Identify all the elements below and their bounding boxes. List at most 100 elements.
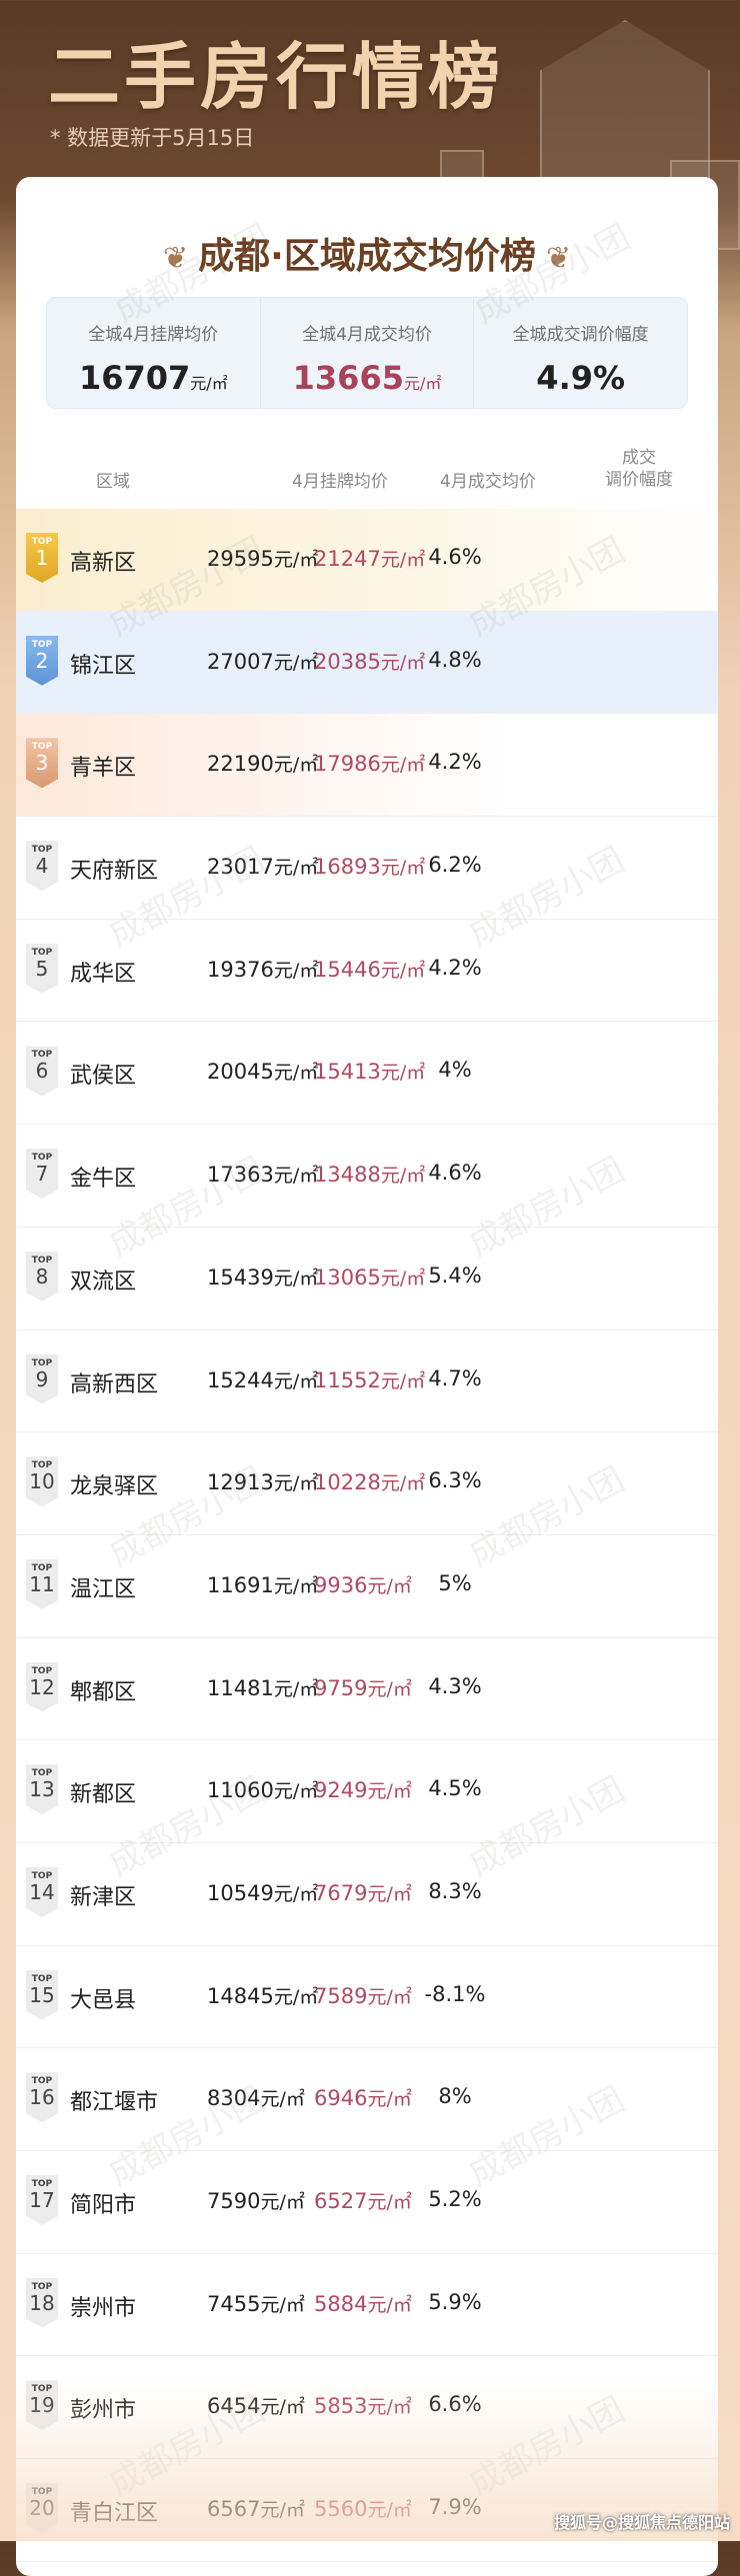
listing-price: 19376元/㎡ [207, 957, 319, 982]
area-name: 崇州市 [70, 2295, 137, 2321]
source-credit: 搜狐号@搜狐焦点德阳站 [553, 2513, 730, 2532]
deal-price: 17986元/㎡ [314, 752, 426, 777]
table-row: TOP 13 新都区 11060元/㎡ 9249元/㎡ 4.5% [16, 1740, 718, 1843]
area-name: 新津区 [70, 1884, 137, 1910]
area-name: 龙泉驿区 [70, 1474, 159, 1500]
listing-price: 15439元/㎡ [207, 1265, 319, 1289]
laurel-right-icon: ❦ [545, 241, 571, 276]
table-row: TOP 6 武侯区 20045元/㎡ 15413元/㎡ 4% [16, 1022, 718, 1126]
deal-price: 5560元/㎡ [314, 2497, 412, 2522]
table-row: TOP 2 锦江区 27007元/㎡ 20385元/㎡ 4.8% [16, 611, 718, 715]
table-row: TOP 19 彭州市 6454元/㎡ 5853元/㎡ 6.6% [16, 2356, 718, 2460]
update-note: * 数据更新于5月15日 [50, 126, 255, 150]
price-change: -8.1% [424, 1981, 486, 2006]
listing-price: 15244元/㎡ [207, 1367, 319, 1392]
table-row: TOP 10 龙泉驿区 12913元/㎡ 10228元/㎡ 6.3% [16, 1432, 718, 1535]
summary-deal: 全城4月成交均价 13665元/㎡ [261, 298, 475, 408]
summary-value: 4.9% [536, 359, 626, 397]
listing-price: 8304元/㎡ [207, 2086, 305, 2111]
table-header: 区域 4月挂牌均价 4月成交均价 成交 调价幅度 [16, 447, 718, 507]
card-title: ❦ 成都·区域成交均价榜 ❦ [16, 227, 718, 279]
summary-value: 16707元/㎡ [78, 359, 228, 397]
area-name: 都江堰市 [70, 2090, 159, 2116]
deal-price: 15413元/㎡ [314, 1060, 426, 1085]
price-change: 5.4% [428, 1263, 482, 1288]
price-change: 4.2% [428, 750, 482, 775]
deal-price: 9759元/㎡ [314, 1675, 412, 1700]
deal-price: 7679元/㎡ [314, 1880, 412, 1905]
col-change: 成交 调价幅度 [605, 448, 673, 490]
deal-price: 15446元/㎡ [314, 957, 426, 982]
price-change: 4.2% [428, 955, 482, 980]
deal-price: 16893元/㎡ [314, 855, 426, 880]
price-change: 5.9% [428, 2289, 482, 2314]
area-name: 郫都区 [70, 1679, 137, 1705]
listing-price: 11481元/㎡ [207, 1675, 319, 1700]
rank-badge: TOP 3 [26, 738, 58, 789]
price-change: 4.6% [428, 545, 482, 569]
card-title-text: 成都·区域成交均价榜 [198, 236, 536, 277]
area-name: 青白江区 [70, 2501, 159, 2527]
area-name: 新都区 [70, 1782, 137, 1808]
rank-badge: TOP 20 [26, 2483, 58, 2534]
listing-price: 29595元/㎡ [207, 547, 319, 571]
area-name: 彭州市 [70, 2398, 137, 2424]
price-change: 6.6% [428, 2392, 482, 2417]
price-change: 8% [438, 2084, 472, 2109]
listing-price: 10549元/㎡ [207, 1880, 319, 1905]
table-row: TOP 14 新津区 10549元/㎡ 7679元/㎡ 8.3% [16, 1843, 718, 1946]
listing-price: 27007元/㎡ [207, 649, 319, 674]
table-row: TOP 18 崇州市 7455元/㎡ 5884元/㎡ 5.9% [16, 2254, 718, 2357]
area-name: 天府新区 [70, 859, 159, 885]
table-row: TOP 15 大邑县 14845元/㎡ 7589元/㎡ -8.1% [16, 1946, 718, 2049]
table-row: TOP 12 郫都区 11481元/㎡ 9759元/㎡ 4.3% [16, 1638, 718, 1741]
col-deal: 4月成交均价 [440, 472, 536, 492]
price-change: 4.8% [428, 647, 482, 672]
rank-badge: TOP 8 [26, 1251, 58, 1301]
ranking-card: ❦ 成都·区域成交均价榜 ❦ 全城4月挂牌均价 16707元/㎡ 全城4月成交均价 … [16, 177, 718, 2576]
price-change: 7.9% [428, 2495, 482, 2520]
rank-badge: TOP 10 [26, 1456, 58, 1507]
price-change: 4.7% [428, 1365, 482, 1390]
col-listing: 4月挂牌均价 [292, 472, 388, 492]
deal-price: 21247元/㎡ [314, 547, 426, 571]
rank-badge: TOP 2 [26, 635, 58, 686]
deal-price: 9936元/㎡ [314, 1572, 412, 1597]
table-row: TOP 11 温江区 11691元/㎡ 9936元/㎡ 5% [16, 1535, 718, 1638]
rank-badge: TOP 9 [26, 1353, 58, 1404]
area-name: 青羊区 [70, 756, 137, 782]
table-row: TOP 5 成华区 19376元/㎡ 15446元/㎡ 4.2% [16, 920, 718, 1023]
laurel-left-icon: ❦ [163, 241, 189, 276]
deal-price: 10228元/㎡ [314, 1470, 426, 1495]
listing-price: 22190元/㎡ [207, 752, 319, 777]
area-name: 金牛区 [70, 1167, 137, 1193]
price-change: 5% [438, 1570, 472, 1595]
deal-price: 9249元/㎡ [314, 1778, 412, 1803]
rank-badge: TOP 14 [26, 1866, 58, 1917]
price-change: 6.3% [428, 1468, 482, 1493]
price-change: 8.3% [428, 1878, 482, 1903]
table-row: TOP 7 金牛区 17363元/㎡ 13488元/㎡ 4.6% [16, 1125, 718, 1228]
summary-label: 全城成交调价幅度 [512, 325, 649, 345]
rank-badge: TOP 13 [26, 1764, 58, 1815]
rank-badge: TOP 18 [26, 2277, 58, 2328]
rank-badge: TOP 19 [26, 2380, 58, 2431]
area-name: 温江区 [70, 1576, 137, 1602]
deal-price: 13065元/㎡ [314, 1265, 426, 1289]
price-change: 4.6% [428, 1161, 482, 1186]
rank-badge: TOP 6 [26, 1046, 58, 1097]
deal-price: 5884元/㎡ [314, 2291, 412, 2316]
listing-price: 7455元/㎡ [207, 2291, 305, 2316]
listing-price: 6567元/㎡ [207, 2497, 305, 2522]
summary-label: 全城4月成交均价 [302, 325, 432, 345]
price-change: 6.2% [428, 853, 482, 878]
deal-price: 6527元/㎡ [314, 2189, 412, 2213]
deal-price: 13488元/㎡ [314, 1163, 426, 1188]
col-area: 区域 [96, 472, 130, 492]
listing-price: 11060元/㎡ [207, 1778, 319, 1803]
table-row: TOP 1 高新区 29595元/㎡ 21247元/㎡ 4.6% [16, 509, 718, 612]
rank-badge: TOP 11 [26, 1558, 58, 1609]
table-row: TOP 3 青羊区 22190元/㎡ 17986元/㎡ 4.2% [16, 714, 718, 818]
rank-badge: TOP 4 [26, 841, 58, 892]
deal-price: 11552元/㎡ [314, 1367, 426, 1392]
